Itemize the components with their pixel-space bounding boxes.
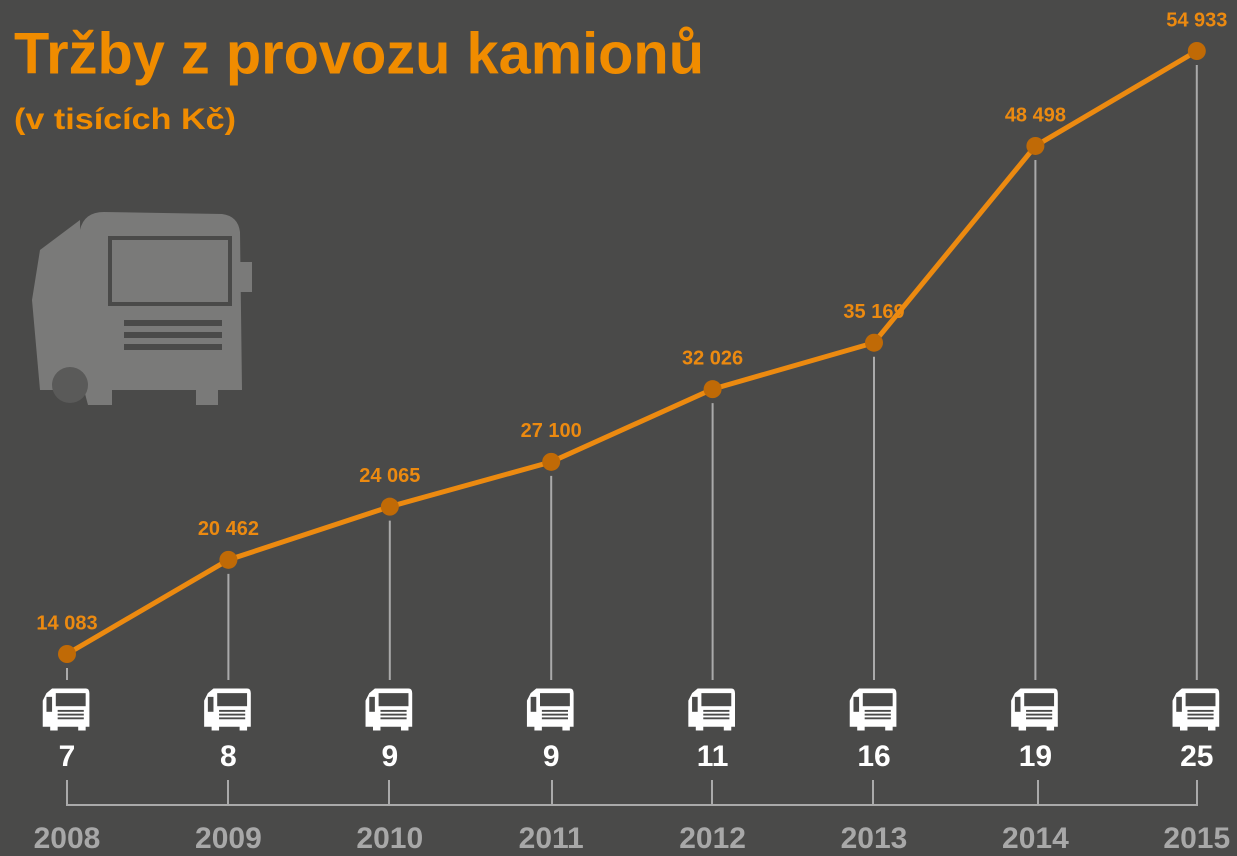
point — [58, 645, 76, 663]
value-label: 20 462 — [198, 518, 259, 540]
x-tick-label: 2009 — [195, 822, 262, 855]
truck-illustration — [32, 212, 252, 405]
chart-subtitle: (v tisících Kč) — [14, 103, 236, 136]
value-label: 14 083 — [36, 612, 97, 634]
value-label: 27 100 — [521, 420, 582, 442]
x-tick-label: 2008 — [34, 822, 101, 855]
value-label: 48 498 — [1005, 104, 1066, 126]
point — [380, 497, 399, 516]
value-label: 24 065 — [359, 465, 420, 487]
x-tick-label: 2013 — [841, 822, 908, 855]
truck-count: 25 — [1180, 740, 1213, 773]
year-bracket — [66, 780, 1198, 806]
truck-icon — [365, 688, 413, 731]
truck-icon — [1172, 688, 1220, 731]
truck-icon — [1011, 688, 1058, 731]
x-tick-label: 2015 — [1163, 822, 1230, 855]
truck-count: 9 — [543, 740, 560, 773]
truck-count: 9 — [381, 740, 398, 773]
x-tick-label: 2011 — [519, 822, 584, 855]
line — [65, 48, 1199, 657]
point — [865, 333, 883, 352]
chart-title: Tržby z provozu kamionů — [14, 21, 704, 86]
truck-icon — [42, 688, 90, 731]
point — [219, 550, 238, 569]
truck-count: 19 — [1019, 740, 1052, 773]
point — [1187, 42, 1206, 60]
x-tick-label: 2012 — [679, 822, 746, 855]
x-tick-label: 2014 — [1002, 822, 1069, 855]
value-label: 32 026 — [682, 347, 743, 369]
truck-icon — [688, 688, 735, 731]
truck-count: 11 — [697, 740, 729, 773]
value-label: 35 169 — [843, 301, 904, 323]
truck-count: 16 — [857, 740, 890, 773]
point — [1026, 136, 1045, 155]
truck-icon — [204, 688, 251, 731]
truck-icon — [849, 688, 897, 731]
truck-count: 7 — [59, 740, 76, 773]
point — [542, 452, 561, 471]
truck-icon — [526, 688, 574, 731]
truck-count: 8 — [220, 740, 237, 773]
point — [703, 380, 722, 399]
x-tick-label: 2010 — [356, 822, 423, 855]
value-label: 54 933 — [1166, 9, 1227, 31]
